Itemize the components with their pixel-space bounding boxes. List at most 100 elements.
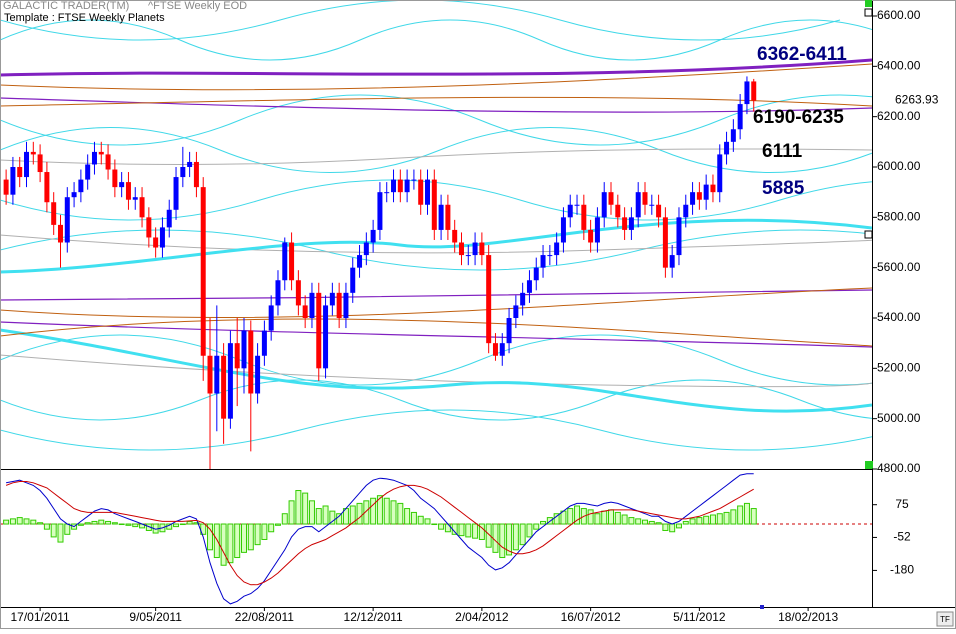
candle-body bbox=[540, 255, 546, 268]
candle-body bbox=[547, 255, 553, 257]
x-tick-label: 17/01/2011 bbox=[11, 610, 70, 624]
planet-line bbox=[0, 289, 872, 301]
candle-body bbox=[608, 192, 614, 205]
planet-line bbox=[0, 218, 872, 274]
histogram-bar bbox=[417, 515, 424, 525]
y-tick-label: 5400.00 bbox=[877, 310, 921, 324]
histogram-bar bbox=[608, 509, 615, 525]
icon[interactable] bbox=[865, 0, 872, 7]
candle-body bbox=[567, 204, 573, 218]
candle-body bbox=[397, 179, 403, 193]
candle-body bbox=[119, 182, 125, 188]
symbol: ^FTSE Weekly EOD bbox=[148, 0, 247, 12]
candle-body bbox=[166, 209, 172, 228]
icon[interactable] bbox=[865, 461, 873, 469]
histogram-bar bbox=[709, 514, 716, 525]
candle-body bbox=[343, 292, 349, 318]
histogram-bar bbox=[458, 523, 465, 537]
app-name: GALACTIC TRADER(TM) bbox=[3, 0, 129, 12]
histogram-bar bbox=[274, 523, 281, 526]
candle-body bbox=[44, 172, 50, 203]
histogram-bar bbox=[254, 523, 261, 546]
histogram-bar bbox=[397, 502, 404, 525]
candle-body bbox=[642, 192, 648, 205]
candle-body bbox=[601, 192, 607, 218]
candle-body bbox=[309, 292, 315, 318]
candle-body bbox=[486, 255, 492, 344]
tf-label[interactable]: TF bbox=[940, 615, 950, 624]
candles bbox=[3, 76, 757, 469]
candle-body bbox=[479, 242, 485, 256]
histogram-bar bbox=[519, 523, 526, 546]
candle-body bbox=[51, 202, 57, 225]
histogram-bar bbox=[587, 509, 594, 525]
histogram-bar bbox=[614, 511, 621, 525]
candle-body bbox=[24, 151, 30, 178]
candle-body bbox=[3, 179, 9, 195]
icon[interactable] bbox=[864, 230, 873, 239]
histogram-bar bbox=[281, 513, 288, 525]
last-price: 6263.93 bbox=[895, 93, 939, 107]
histogram-bar bbox=[506, 523, 513, 556]
candle-body bbox=[261, 330, 267, 356]
candle-body bbox=[404, 179, 410, 193]
histogram-bar bbox=[410, 511, 417, 525]
histogram-bar bbox=[84, 522, 91, 525]
histogram-bar bbox=[302, 492, 309, 525]
histogram-bar bbox=[91, 520, 98, 525]
icon[interactable] bbox=[864, 8, 873, 17]
planet-line bbox=[0, 63, 872, 91]
candle-body bbox=[105, 154, 111, 170]
candle-body bbox=[289, 242, 295, 281]
candle-body bbox=[187, 161, 193, 167]
histogram-bar bbox=[77, 523, 84, 526]
candle-body bbox=[282, 242, 288, 281]
histogram-bar bbox=[750, 508, 757, 525]
annotation: 6362-6411 bbox=[757, 44, 847, 65]
histogram-bar bbox=[492, 523, 499, 553]
y-tick-label: 75 bbox=[895, 497, 909, 511]
candle-body bbox=[506, 318, 512, 344]
candle-body bbox=[676, 217, 682, 256]
histogram-bar bbox=[315, 508, 322, 525]
candle-body bbox=[669, 255, 675, 268]
histogram-bar bbox=[594, 513, 601, 525]
planet-line bbox=[0, 287, 872, 319]
indicator-line bbox=[6, 473, 754, 605]
histogram-bar bbox=[234, 523, 241, 559]
tf-button[interactable] bbox=[936, 611, 954, 627]
histogram-bar bbox=[370, 497, 377, 525]
candle-body bbox=[710, 184, 716, 193]
histogram-bar bbox=[118, 523, 125, 526]
candle-body bbox=[438, 204, 444, 230]
candle-body bbox=[221, 355, 227, 419]
candle-body bbox=[411, 179, 417, 181]
candle-body bbox=[560, 217, 566, 243]
candle-body bbox=[594, 217, 600, 243]
histogram-bar bbox=[655, 522, 662, 525]
histogram-bar bbox=[669, 523, 676, 533]
candle-body bbox=[207, 355, 213, 394]
histogram-bar bbox=[37, 522, 44, 525]
histogram-bar bbox=[132, 523, 139, 528]
candle-body bbox=[696, 192, 702, 200]
y-tick-label: 4800.00 bbox=[877, 461, 921, 475]
candle-body bbox=[526, 280, 532, 293]
histogram-bar bbox=[703, 515, 710, 525]
histogram-bar bbox=[641, 519, 648, 525]
histogram-bar bbox=[220, 523, 227, 566]
candle-body bbox=[85, 164, 91, 180]
icon bbox=[760, 605, 764, 609]
histogram-bar bbox=[329, 510, 336, 525]
candle-body bbox=[513, 305, 519, 318]
candle-body bbox=[57, 224, 63, 243]
y-tick-label: -180 bbox=[890, 563, 914, 577]
y-tick-label: 6600.00 bbox=[877, 8, 921, 22]
histogram-bar bbox=[322, 505, 329, 525]
x-tick-label: 22/08/2011 bbox=[235, 610, 294, 624]
y-tick-label: 5800.00 bbox=[877, 210, 921, 224]
candle-body bbox=[499, 343, 505, 356]
candle-body bbox=[588, 229, 594, 243]
candle-body bbox=[159, 227, 165, 248]
